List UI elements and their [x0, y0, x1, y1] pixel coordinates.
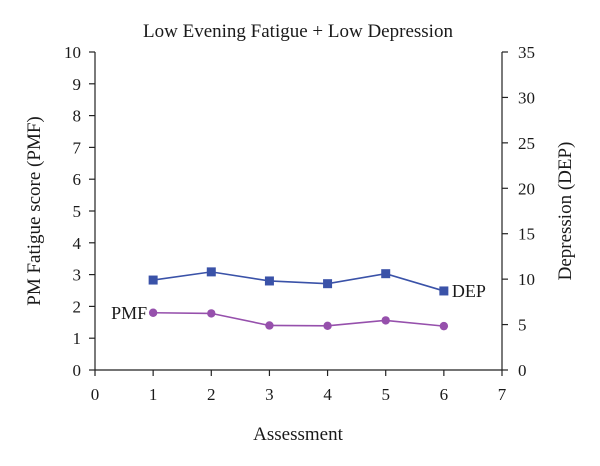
left-tick-label: 9	[73, 75, 82, 94]
data-point	[207, 309, 216, 318]
data-point	[323, 321, 332, 330]
left-tick-label: 3	[73, 266, 82, 285]
right-tick-label: 10	[518, 270, 535, 289]
data-point	[439, 321, 449, 331]
data-point	[265, 321, 274, 330]
left-axis-ticks: 0 1 2 3 4 5 6 7 8 9 10	[64, 43, 95, 380]
series-label-dep: DEP	[452, 281, 486, 301]
series-dep: DEP	[148, 267, 486, 301]
left-axis-title: PM Fatigue score (PMF)	[24, 116, 45, 305]
data-point	[206, 267, 216, 277]
right-tick-label: 20	[518, 179, 535, 198]
x-tick-label: 7	[498, 385, 507, 404]
right-tick-label: 5	[518, 316, 527, 335]
right-axis-ticks: 0 5 10 15 20 25 30 35	[502, 43, 535, 380]
x-tick-label: 5	[381, 385, 390, 404]
right-tick-label: 35	[518, 43, 535, 62]
series-label-pmf: PMF	[111, 303, 147, 323]
data-point	[381, 316, 390, 325]
right-axis-title: Depression (DEP)	[555, 142, 576, 281]
data-point	[381, 269, 391, 279]
x-axis-title: Assessment	[253, 424, 343, 445]
series-line-dep	[153, 271, 445, 292]
data-point	[264, 276, 274, 286]
data-point	[439, 286, 449, 296]
chart-title: Low Evening Fatigue + Low Depression	[143, 21, 453, 42]
right-tick-label: 30	[518, 88, 535, 107]
right-tick-label: 0	[518, 361, 527, 380]
data-point	[148, 308, 158, 317]
x-axis-ticks: 0 1 2 3 4 5 6 7	[91, 370, 507, 404]
series-pmf: PMF	[111, 303, 449, 331]
series-layer: DEP PMF	[111, 267, 486, 331]
left-tick-label: 8	[73, 107, 82, 126]
x-tick-label: 2	[207, 385, 216, 404]
plot-frame	[94, 52, 503, 371]
x-tick-label: 1	[149, 385, 158, 404]
x-tick-label: 6	[440, 385, 449, 404]
data-point	[148, 275, 158, 285]
right-tick-label: 15	[518, 225, 535, 244]
left-tick-label: 4	[73, 234, 82, 253]
left-tick-label: 6	[73, 170, 82, 189]
x-tick-label: 3	[265, 385, 274, 404]
series-line-pmf	[153, 311, 444, 327]
left-tick-label: 0	[73, 361, 82, 380]
data-point	[323, 279, 333, 289]
left-tick-label: 5	[73, 202, 82, 221]
right-tick-label: 25	[518, 134, 535, 153]
left-tick-label: 10	[64, 43, 81, 62]
left-tick-label: 2	[73, 297, 82, 316]
left-tick-label: 7	[73, 138, 82, 157]
x-tick-label: 0	[91, 385, 100, 404]
x-tick-label: 4	[323, 385, 332, 404]
left-tick-label: 1	[73, 329, 82, 348]
